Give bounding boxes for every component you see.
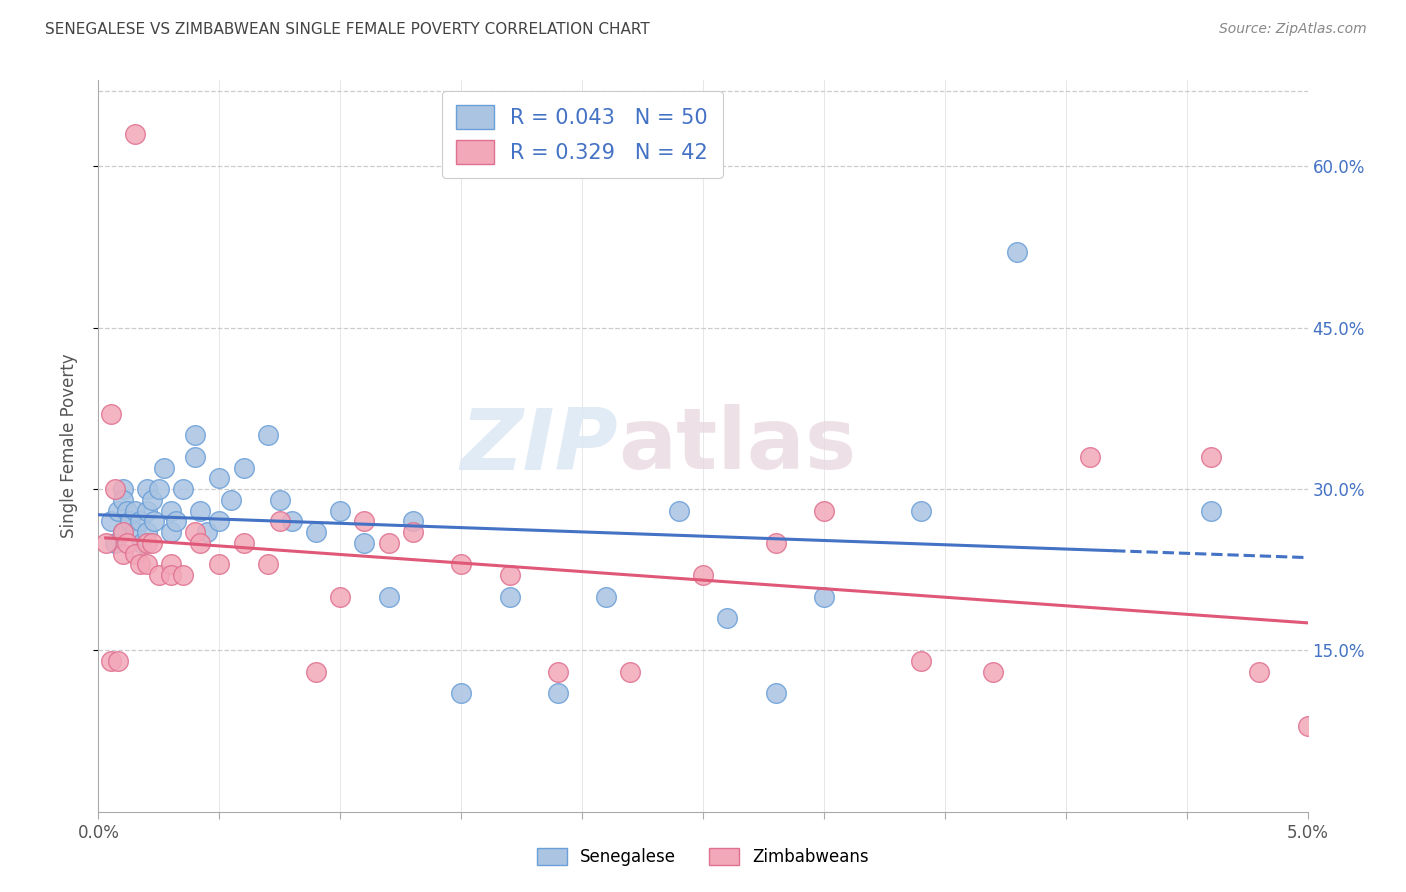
Point [329, 590, 352, 604]
Point [232, 536, 254, 550]
Text: atlas: atlas [619, 404, 856, 488]
Point [124, 547, 146, 561]
Point [135, 536, 157, 550]
Point [305, 665, 328, 679]
Point [353, 536, 375, 550]
Point [910, 654, 932, 668]
Point [184, 450, 207, 464]
Point [160, 568, 183, 582]
Point [141, 536, 163, 550]
Point [104, 536, 127, 550]
Point [221, 492, 243, 507]
Point [256, 428, 278, 442]
Point [232, 460, 254, 475]
Point [172, 568, 194, 582]
Point [1199, 450, 1222, 464]
Point [981, 665, 1004, 679]
Point [111, 482, 134, 496]
Point [547, 665, 569, 679]
Point [281, 514, 304, 528]
Point [111, 524, 134, 539]
Point [148, 568, 170, 582]
Point [1249, 665, 1271, 679]
Point [1007, 245, 1029, 260]
Point [124, 524, 146, 539]
Point [402, 514, 425, 528]
Point [143, 514, 166, 528]
Point [111, 524, 134, 539]
Point [377, 590, 399, 604]
Point [111, 547, 134, 561]
Point [128, 558, 150, 572]
Point [498, 568, 520, 582]
Point [100, 514, 122, 528]
Point [117, 536, 139, 550]
Point [111, 492, 134, 507]
Point [124, 503, 146, 517]
Point [450, 686, 472, 700]
Point [208, 471, 231, 485]
Point [208, 558, 231, 572]
Point [498, 590, 520, 604]
Point [131, 536, 153, 550]
Point [329, 503, 352, 517]
Point [1199, 503, 1222, 517]
Point [100, 654, 122, 668]
Point [256, 558, 278, 572]
Point [765, 686, 787, 700]
Point [172, 482, 194, 496]
Point [118, 514, 141, 528]
Point [353, 514, 375, 528]
Point [765, 536, 787, 550]
Point [195, 524, 218, 539]
Point [94, 536, 117, 550]
Point [141, 492, 163, 507]
Point [716, 611, 738, 625]
Point [1078, 450, 1101, 464]
Point [107, 654, 129, 668]
Point [184, 428, 207, 442]
Point [107, 503, 129, 517]
Point [100, 407, 122, 421]
Point [377, 536, 399, 550]
Point [160, 524, 183, 539]
Point [160, 558, 183, 572]
Point [619, 665, 641, 679]
Text: ZIP: ZIP [461, 404, 619, 488]
Text: SENEGALESE VS ZIMBABWEAN SINGLE FEMALE POVERTY CORRELATION CHART: SENEGALESE VS ZIMBABWEAN SINGLE FEMALE P… [45, 22, 650, 37]
Legend: R = 0.043   N = 50, R = 0.329   N = 42: R = 0.043 N = 50, R = 0.329 N = 42 [441, 91, 723, 178]
Point [813, 503, 835, 517]
Point [668, 503, 690, 517]
Point [135, 524, 157, 539]
Point [124, 127, 146, 141]
Point [135, 482, 157, 496]
Point [117, 503, 139, 517]
Point [148, 482, 170, 496]
Point [547, 686, 569, 700]
Point [104, 482, 127, 496]
Point [402, 524, 425, 539]
Point [595, 590, 617, 604]
Point [269, 514, 291, 528]
Point [208, 514, 231, 528]
Point [305, 524, 328, 539]
Point [165, 514, 187, 528]
Point [128, 514, 150, 528]
Point [269, 492, 291, 507]
Point [184, 524, 207, 539]
Point [450, 558, 472, 572]
Point [188, 503, 211, 517]
Y-axis label: Single Female Poverty: Single Female Poverty [59, 354, 77, 538]
Point [692, 568, 714, 582]
Point [813, 590, 835, 604]
Text: Source: ZipAtlas.com: Source: ZipAtlas.com [1219, 22, 1367, 37]
Point [135, 503, 157, 517]
Point [1296, 719, 1319, 733]
Point [188, 536, 211, 550]
Point [160, 503, 183, 517]
Point [135, 558, 157, 572]
Point [910, 503, 932, 517]
Legend: Senegalese, Zimbabweans: Senegalese, Zimbabweans [530, 841, 876, 873]
Point [152, 460, 174, 475]
